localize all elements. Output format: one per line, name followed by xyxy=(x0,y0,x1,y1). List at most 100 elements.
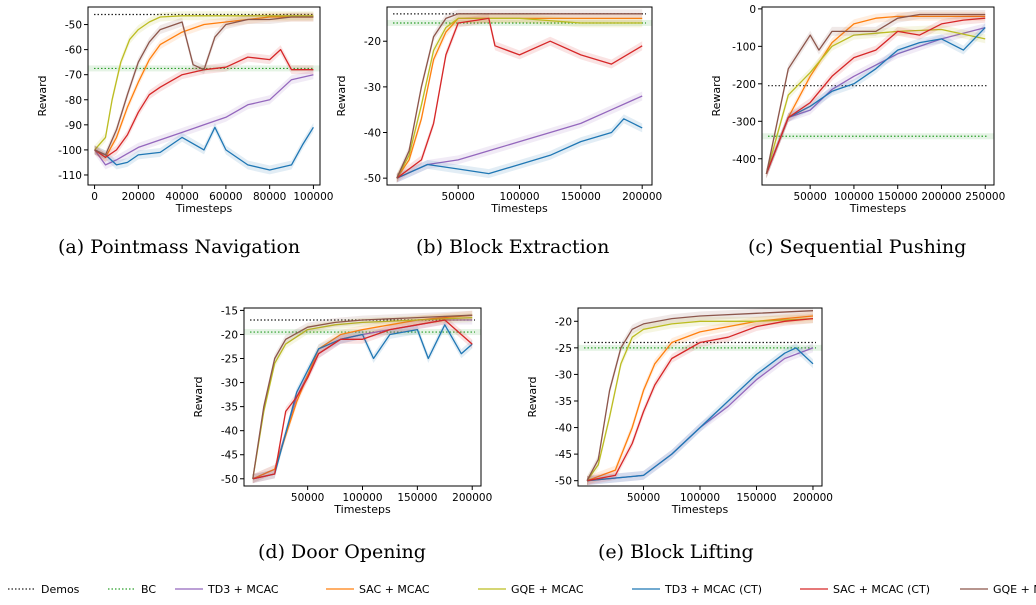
x-tick-label: 150000 xyxy=(561,191,601,203)
x-tick-label: 60000 xyxy=(209,191,242,203)
x-tick-label: 200000 xyxy=(452,492,492,504)
chart-3: 50000 100000 150000 200000 -50 -45 -40 -35 -30 -2… xyxy=(192,305,492,516)
x-tick-label: 250000 xyxy=(965,191,1005,203)
chart-1: 50000 100000 150000 200000 -50 -40 -30 -20 Times… xyxy=(335,6,662,215)
chart-2: 50000 100000 150000 200000 250000 -400 -300 -20… xyxy=(710,4,1005,215)
x-tick-label: 50000 xyxy=(627,492,660,504)
band-td3-mcac-ct xyxy=(252,320,473,484)
series-gqe-mcac xyxy=(252,316,473,479)
x-tick-label: 200000 xyxy=(793,492,833,504)
plot-area xyxy=(387,9,652,183)
y-tick-label: -40 xyxy=(221,426,238,438)
series-sac-mcac xyxy=(396,17,643,179)
series-sac-mcac-ct xyxy=(94,48,314,159)
caption-a: (a) Pointmass Navigation xyxy=(58,236,301,258)
legend-item: Demos xyxy=(8,583,80,596)
y-axis-label: Reward xyxy=(710,76,723,117)
series-sac-mcac-ct xyxy=(586,317,814,482)
y-tick-label: -50 xyxy=(221,474,238,486)
x-tick-label: 200000 xyxy=(622,191,662,203)
x-tick-label: 150000 xyxy=(736,492,776,504)
legend-item: TD3 + MCAC (CT) xyxy=(632,583,762,596)
band-sac-mcac xyxy=(252,310,473,484)
y-tick-label: -45 xyxy=(221,450,238,462)
series-td3-mcac-ct xyxy=(765,27,986,175)
series-gqe-mcac-ct xyxy=(252,314,473,479)
plot-area xyxy=(762,10,994,179)
series-gqe-mcac-ct xyxy=(586,310,814,482)
series-gqe-mcac xyxy=(396,17,643,179)
legend-label: Demos xyxy=(41,583,80,596)
plot-frame xyxy=(761,6,995,186)
x-tick-label: 100000 xyxy=(834,191,874,203)
series-td3-mcac xyxy=(396,95,643,179)
x-tick-label: 50000 xyxy=(291,492,324,504)
x-tick-label: 50000 xyxy=(793,191,826,203)
band-sac-mcac-ct xyxy=(252,315,473,484)
y-tick-label: -110 xyxy=(58,170,82,182)
x-tick-label: 100000 xyxy=(293,191,333,203)
caption-d: (d) Door Opening xyxy=(258,541,426,563)
x-tick-label: 80000 xyxy=(253,191,286,203)
legend-item: GQE + MCAC xyxy=(478,583,584,596)
y-tick-label: -100 xyxy=(58,145,82,157)
legend-label: SAC + MCAC xyxy=(359,583,430,596)
y-tick-label: -300 xyxy=(732,116,756,128)
legend-item: BC xyxy=(108,583,156,596)
band-sac-mcac-ct xyxy=(396,14,643,183)
series-gqe-mcac-ct xyxy=(94,16,314,156)
y-tick-label: -40 xyxy=(364,128,381,140)
x-tick-label: 200000 xyxy=(921,191,961,203)
y-tick-label: -35 xyxy=(555,396,572,408)
y-tick-label: -50 xyxy=(364,173,381,185)
series-td3-mcac xyxy=(94,74,314,166)
series-td3-mcac-ct xyxy=(586,347,814,482)
band-td3-mcac-ct xyxy=(396,114,643,183)
legend-item: SAC + MCAC xyxy=(326,583,430,596)
x-tick-label: 0 xyxy=(91,191,98,203)
plot-area xyxy=(578,308,822,486)
legend-item: SAC + MCAC (CT) xyxy=(800,583,930,596)
y-tick-label: -20 xyxy=(221,329,238,341)
band-sac-mcac-ct xyxy=(766,13,986,179)
legend-label: GQE + MCAC (CT) xyxy=(993,583,1036,596)
x-axis-label: Timesteps xyxy=(671,503,729,516)
legend: Demos BC TD3 + MCAC SAC + MCAC GQE + MCAC TD3… xyxy=(8,583,1036,596)
y-tick-label: -400 xyxy=(732,154,756,166)
y-tick-label: -60 xyxy=(65,45,82,57)
series-gqe-mcac-ct xyxy=(396,13,643,179)
y-tick-label: -45 xyxy=(555,449,572,461)
y-axis-label: Reward xyxy=(36,76,49,117)
x-tick-label: 40000 xyxy=(165,191,198,203)
band-sac-mcac xyxy=(587,311,813,486)
y-tick-label: -90 xyxy=(65,120,82,132)
band-td3-mcac-ct xyxy=(587,343,813,486)
series-sac-mcac-ct xyxy=(252,319,473,480)
x-tick-label: 150000 xyxy=(878,191,918,203)
y-tick-label: 0 xyxy=(749,4,756,16)
series-sac-mcac xyxy=(765,15,986,175)
y-axis-label: Reward xyxy=(192,377,205,418)
y-tick-label: -25 xyxy=(221,354,238,366)
y-tick-label: -15 xyxy=(221,305,238,317)
series-gqe-mcac xyxy=(765,28,986,174)
series-td3-mcac-ct xyxy=(252,324,473,480)
y-tick-label: -40 xyxy=(555,423,572,435)
series-td3-mcac-ct xyxy=(94,126,314,171)
band-td3-mcac xyxy=(94,70,314,170)
caption-c: (c) Sequential Pushing xyxy=(748,236,967,258)
x-axis-label: Timesteps xyxy=(175,202,233,215)
legend-label: TD3 + MCAC (CT) xyxy=(664,583,762,596)
legend-item: GQE + MCAC (CT) xyxy=(960,583,1036,596)
legend-label: SAC + MCAC (CT) xyxy=(833,583,930,596)
chart-4: 50000 100000 150000 200000 -50 -45 -40 -35 -30 -2… xyxy=(526,307,833,516)
x-axis-label: Timesteps xyxy=(849,202,907,215)
y-tick-label: -50 xyxy=(65,20,82,32)
legend-item: TD3 + MCAC xyxy=(175,583,279,596)
y-tick-label: -20 xyxy=(364,36,381,48)
y-axis-label: Reward xyxy=(335,76,348,117)
y-tick-label: -35 xyxy=(221,402,238,414)
x-axis-label: Timesteps xyxy=(490,202,548,215)
